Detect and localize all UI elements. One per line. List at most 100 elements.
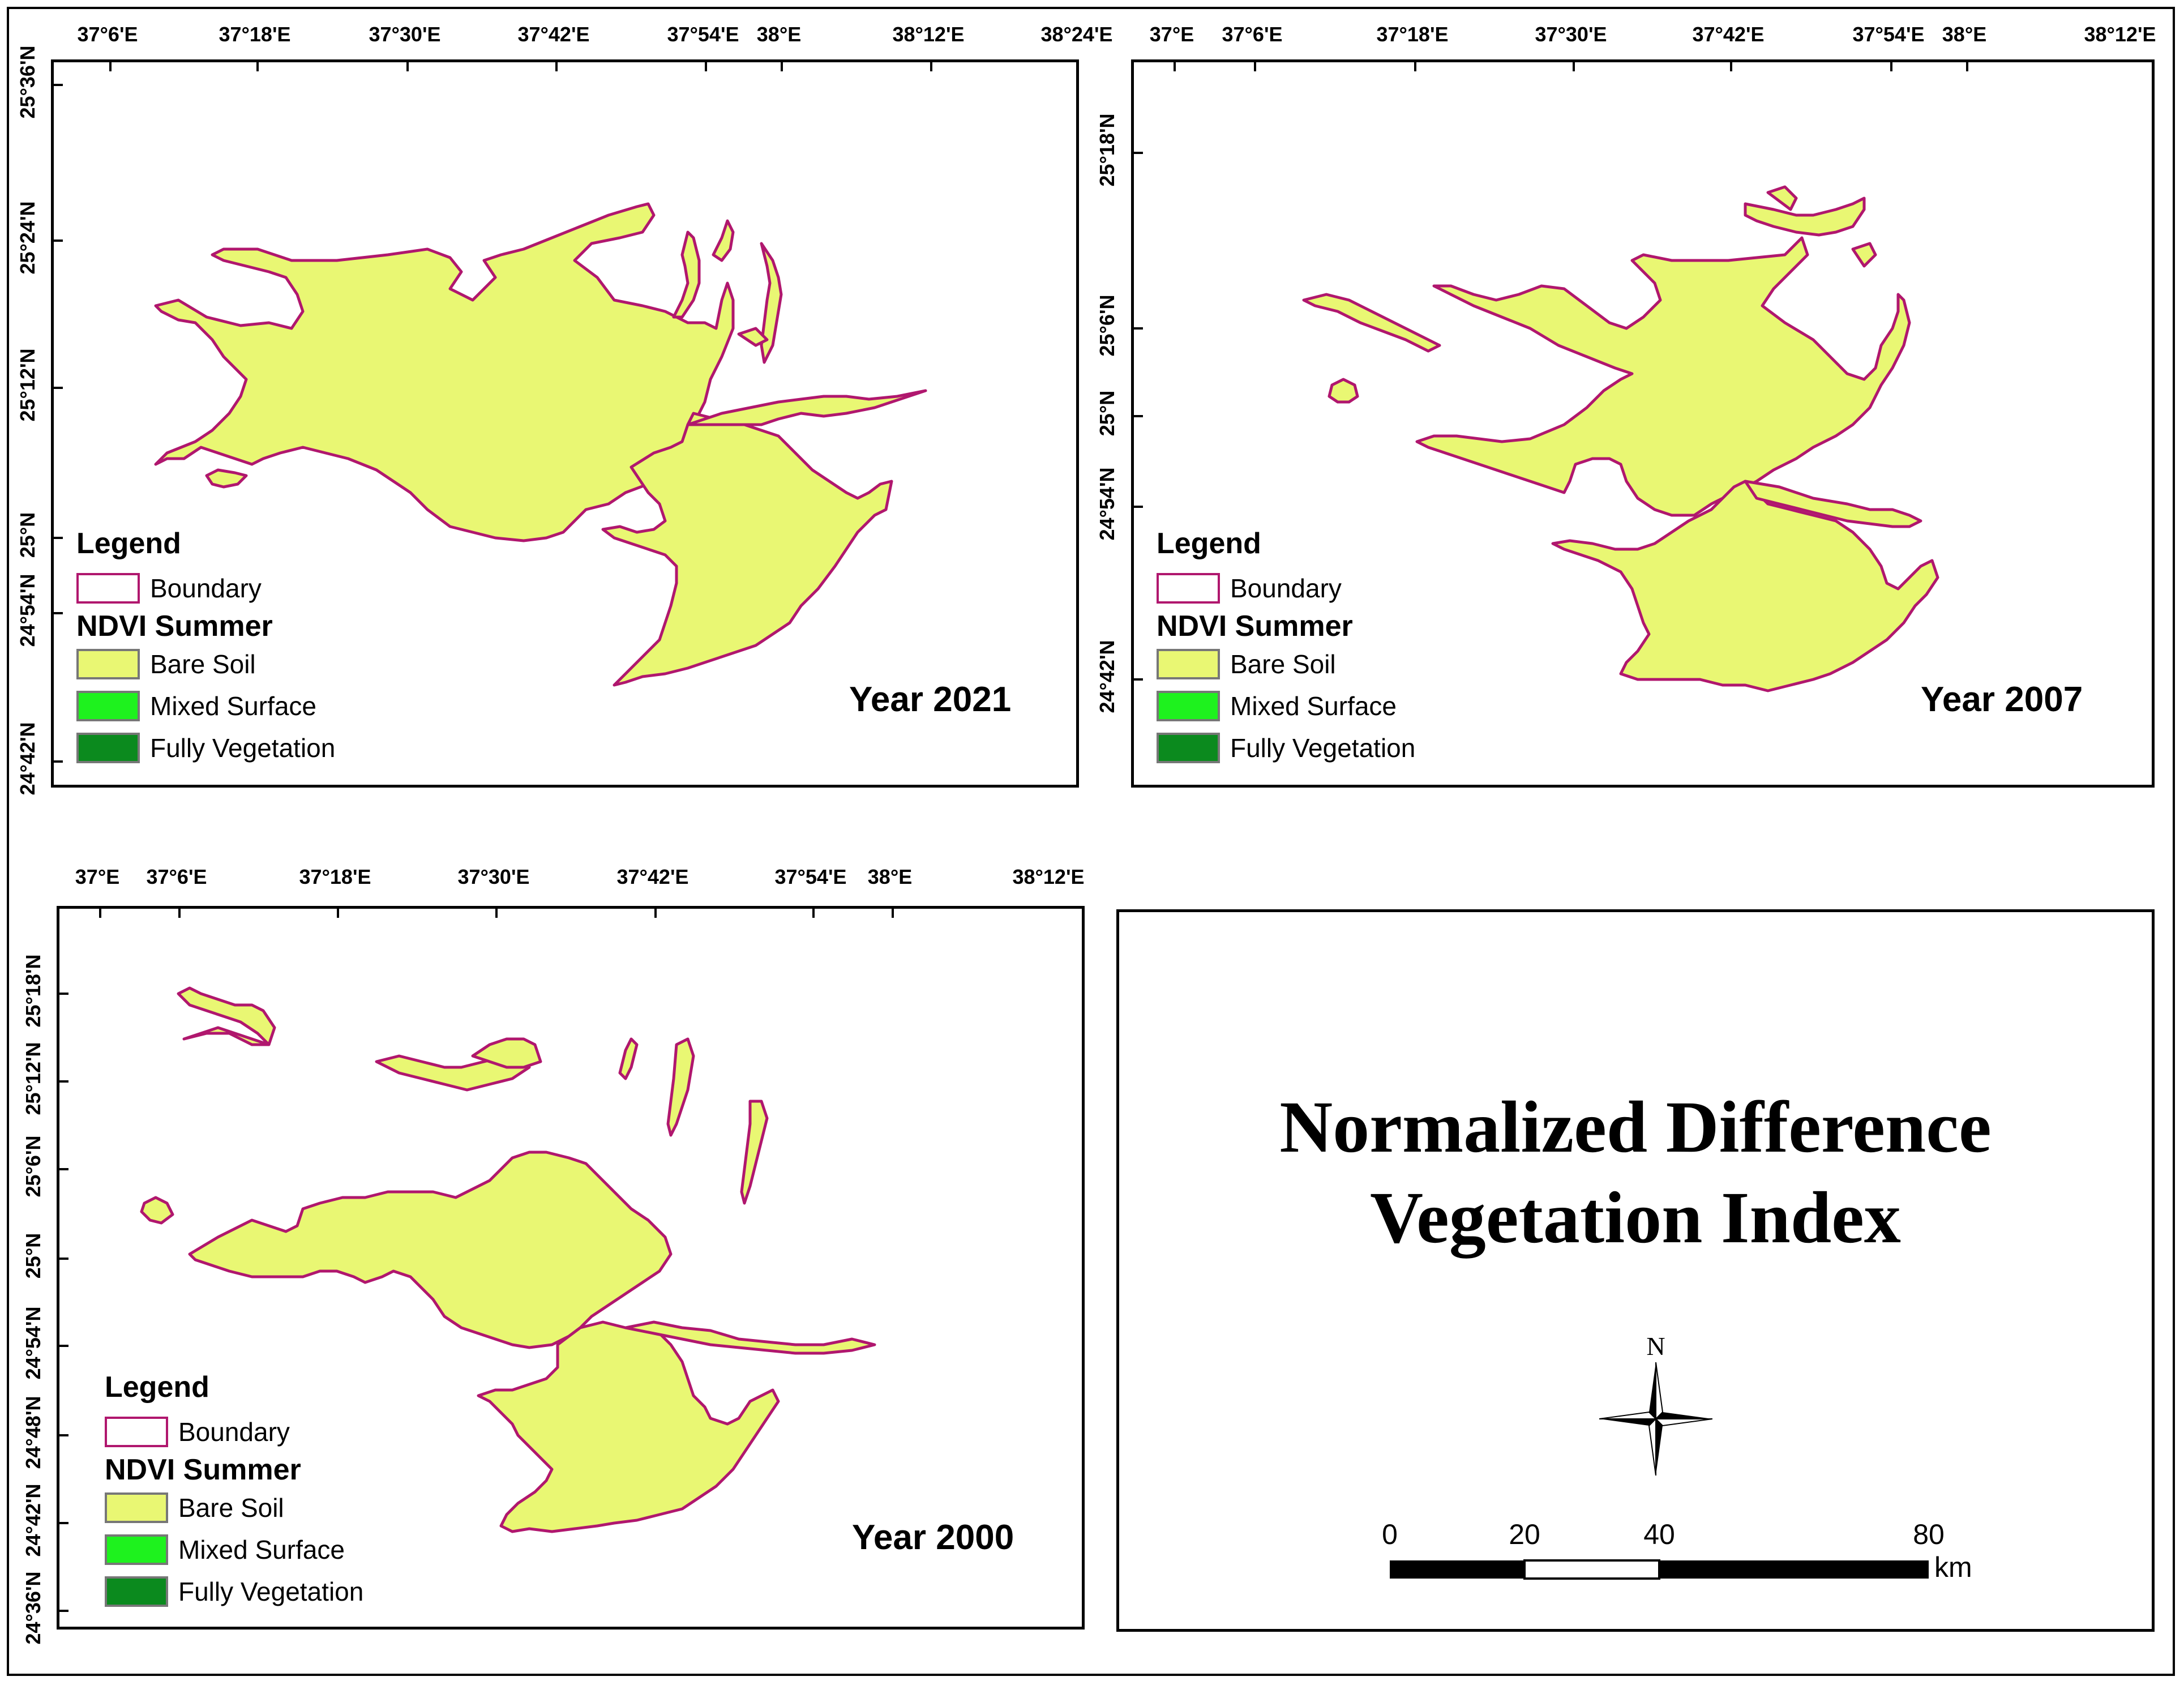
legend-row-bare-soil: Bare Soil bbox=[1157, 643, 1415, 685]
legend: Legend Boundary NDVI Summer Bare Soil Mi… bbox=[76, 527, 335, 769]
bare-soil-swatch bbox=[105, 1492, 168, 1523]
left-tick-label: 24°48'N bbox=[22, 1396, 45, 1469]
north-arrow-icon bbox=[1599, 1362, 1712, 1476]
left-tick-label: 24°42'N bbox=[1095, 640, 1119, 713]
left-tick-label: 25°36'N bbox=[16, 45, 39, 119]
tick-marks bbox=[54, 62, 932, 763]
map-frame: Legend Boundary NDVI Summer Bare Soil Mi… bbox=[57, 906, 1085, 1630]
top-tick-label: 37°30'E bbox=[1535, 23, 1607, 46]
scale-label: 20 bbox=[1509, 1519, 1540, 1550]
map-canvas bbox=[54, 62, 932, 763]
top-tick-label: 37°30'E bbox=[369, 23, 441, 46]
top-tick-label: 38°12'E bbox=[1012, 865, 1085, 888]
scale-label: 40 bbox=[1643, 1519, 1675, 1550]
left-tick-label: 25°6'N bbox=[22, 1135, 45, 1198]
scale-label: 0 bbox=[1382, 1519, 1398, 1550]
fully-vegetation-swatch bbox=[105, 1576, 168, 1607]
left-tick-label: 25°N bbox=[16, 512, 39, 558]
legend-row-mixed-surface: Mixed Surface bbox=[1157, 685, 1415, 727]
legend: Legend Boundary NDVI Summer Bare Soil Mi… bbox=[105, 1370, 363, 1613]
north-label: N bbox=[1646, 1332, 1665, 1361]
left-tick-label: 25°18'N bbox=[1095, 113, 1119, 187]
legend-row-boundary: Boundary bbox=[76, 567, 335, 609]
year-label: Year 2007 bbox=[1921, 680, 2083, 719]
top-tick-label: 37°6'E bbox=[1222, 23, 1283, 46]
bare-soil-swatch bbox=[76, 649, 140, 679]
left-tick-label: 24°42'N bbox=[22, 1483, 45, 1557]
map-frame: Legend Boundary NDVI Summer Bare Soil Mi… bbox=[51, 59, 1079, 788]
figure-border bbox=[7, 7, 2175, 1676]
left-tick-label: 25°6'N bbox=[1095, 294, 1119, 357]
boundary-swatch bbox=[76, 573, 140, 604]
boundary-swatch bbox=[1157, 573, 1220, 604]
legend-row-mixed-surface: Mixed Surface bbox=[105, 1529, 363, 1571]
tick-marks bbox=[59, 909, 894, 1612]
left-tick-label: 25°N bbox=[1095, 390, 1119, 437]
map-title-line-1: Normalized Difference bbox=[1279, 1087, 1992, 1168]
legend-row-fully-vegetation: Fully Vegetation bbox=[76, 727, 335, 769]
legend-label: Mixed Surface bbox=[178, 1535, 345, 1564]
legend-row-bare-soil: Bare Soil bbox=[76, 643, 335, 685]
top-tick-label: 37°6'E bbox=[77, 23, 138, 46]
top-tick-label: 37°18'E bbox=[299, 865, 371, 888]
scale-label: 80 bbox=[1913, 1519, 1945, 1550]
legend-label: Bare Soil bbox=[150, 649, 256, 679]
legend-title: Legend bbox=[1157, 527, 1261, 560]
legend-row-mixed-surface: Mixed Surface bbox=[76, 685, 335, 727]
top-tick-label: 37°54'E bbox=[667, 23, 739, 46]
top-tick-label: 37°42'E bbox=[517, 23, 590, 46]
left-tick-label: 24°54'N bbox=[16, 574, 39, 647]
top-tick-label: 37°54'E bbox=[774, 865, 847, 888]
legend-subtitle: NDVI Summer bbox=[76, 610, 273, 643]
title-panel: Normalized Difference Vegetation Index N… bbox=[1116, 909, 2155, 1632]
left-tick-label: 24°54'N bbox=[22, 1306, 45, 1380]
legend-label: Boundary bbox=[1230, 574, 1342, 603]
scale-bar-graphic bbox=[1390, 1559, 1929, 1580]
year-label: Year 2021 bbox=[849, 680, 1012, 719]
bare-soil-swatch bbox=[1157, 649, 1220, 679]
top-tick-label: 38°12'E bbox=[892, 23, 965, 46]
top-tick-label: 38°24'E bbox=[1040, 23, 1113, 46]
boundary-swatch bbox=[105, 1417, 168, 1447]
top-tick-label: 38°12'E bbox=[2084, 23, 2156, 46]
top-tick-label: 38°E bbox=[1942, 23, 1987, 46]
map-canvas bbox=[59, 909, 894, 1612]
scale-unit: km bbox=[1934, 1551, 1972, 1583]
legend-row-bare-soil: Bare Soil bbox=[105, 1487, 363, 1529]
fully-vegetation-swatch bbox=[76, 733, 140, 763]
left-tick-label: 25°12'N bbox=[16, 348, 39, 422]
legend-label: Boundary bbox=[178, 1417, 290, 1447]
top-tick-label: 37°E bbox=[75, 865, 120, 888]
mixed-surface-swatch bbox=[76, 691, 140, 721]
top-tick-label: 38°E bbox=[867, 865, 913, 888]
legend-label: Fully Vegetation bbox=[1230, 733, 1416, 763]
left-tick-label: 24°36'N bbox=[22, 1571, 45, 1645]
legend-label: Mixed Surface bbox=[1230, 691, 1397, 721]
left-tick-label: 24°54'N bbox=[1095, 467, 1119, 541]
mixed-surface-swatch bbox=[1157, 691, 1220, 721]
mixed-surface-swatch bbox=[105, 1534, 168, 1565]
left-tick-label: 25°24'N bbox=[16, 201, 39, 275]
legend-label: Fully Vegetation bbox=[178, 1577, 364, 1606]
top-tick-label: 37°54'E bbox=[1852, 23, 1925, 46]
legend-title: Legend bbox=[76, 527, 181, 560]
top-tick-label: 37°E bbox=[1149, 23, 1194, 46]
top-tick-label: 37°18'E bbox=[219, 23, 291, 46]
legend-subtitle: NDVI Summer bbox=[1157, 610, 1353, 643]
legend-label: Fully Vegetation bbox=[150, 733, 336, 763]
top-tick-label: 37°42'E bbox=[616, 865, 689, 888]
left-tick-label: 25°N bbox=[22, 1233, 45, 1279]
left-tick-label: 25°18'N bbox=[22, 954, 45, 1028]
map-frame: Legend Boundary NDVI Summer Bare Soil Mi… bbox=[1131, 59, 2155, 788]
top-tick-label: 37°42'E bbox=[1692, 23, 1765, 46]
legend-label: Boundary bbox=[150, 574, 262, 603]
left-tick-label: 24°42'N bbox=[16, 722, 39, 796]
legend-label: Mixed Surface bbox=[150, 691, 317, 721]
legend-subtitle: NDVI Summer bbox=[105, 1453, 301, 1486]
legend-row-boundary: Boundary bbox=[105, 1411, 363, 1453]
year-label: Year 2000 bbox=[852, 1518, 1014, 1557]
bare-soil-area bbox=[1302, 185, 1939, 692]
map-title-line-2: Vegetation Index bbox=[1370, 1177, 1901, 1259]
legend-row-fully-vegetation: Fully Vegetation bbox=[1157, 727, 1415, 769]
legend: Legend Boundary NDVI Summer Bare Soil Mi… bbox=[1157, 527, 1415, 769]
